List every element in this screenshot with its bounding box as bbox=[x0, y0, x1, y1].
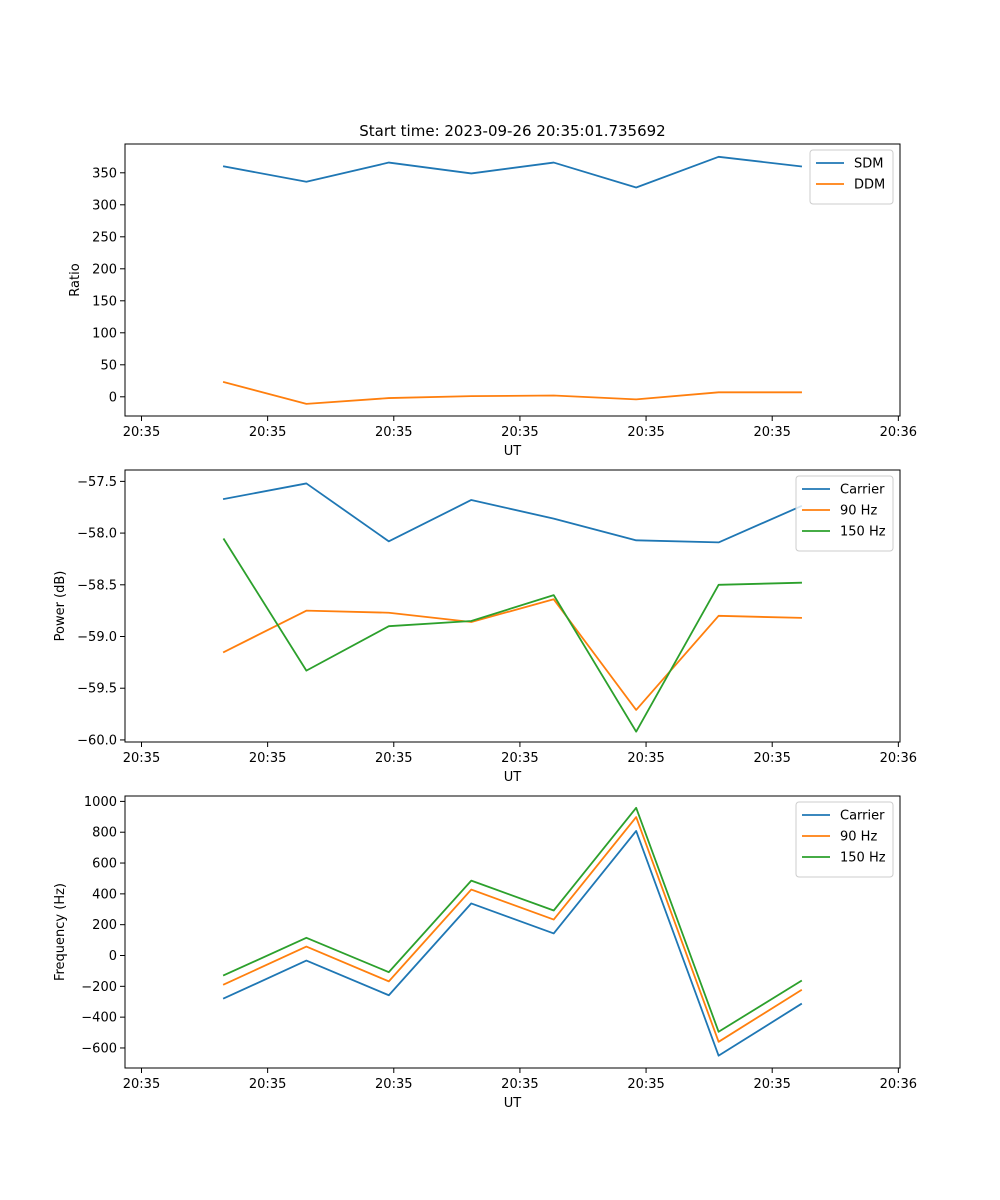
x-tick-label: 20:35 bbox=[123, 1077, 160, 1092]
y-tick-label: 800 bbox=[92, 826, 117, 841]
x-tick-label: 20:35 bbox=[249, 425, 286, 440]
legend-box bbox=[795, 475, 894, 552]
x-axis-label: UT bbox=[504, 444, 522, 459]
legend-label-150-hz: 150 Hz bbox=[840, 525, 886, 540]
series-line-sdm bbox=[222, 155, 803, 189]
legend-label-ddm: DDM bbox=[854, 178, 885, 193]
x-axis-label: UT bbox=[504, 1096, 522, 1111]
x-tick-label: 20:35 bbox=[375, 425, 412, 440]
y-tick-label: −200 bbox=[81, 980, 117, 995]
y-tick-label: −57.5 bbox=[77, 475, 117, 490]
x-tick-label: 20:35 bbox=[501, 751, 538, 766]
y-tick-label: 0 bbox=[109, 949, 117, 964]
y-tick-label: −58.5 bbox=[77, 578, 117, 593]
legend-label-carrier: Carrier bbox=[840, 809, 885, 824]
x-tick-label: 20:35 bbox=[375, 1077, 412, 1092]
x-tick-label: 20:35 bbox=[123, 751, 160, 766]
legend-label-90-hz: 90 Hz bbox=[840, 830, 877, 845]
x-tick-label: 20:35 bbox=[249, 1077, 286, 1092]
series-line-90-hz bbox=[222, 816, 803, 1043]
y-tick-label: 300 bbox=[92, 198, 117, 213]
axes-frame bbox=[124, 469, 901, 743]
y-tick-label: 1000 bbox=[84, 795, 117, 810]
series-line-150-hz bbox=[222, 806, 803, 1033]
y-tick-label: −58.0 bbox=[77, 527, 117, 542]
series-line-150-hz bbox=[222, 538, 802, 733]
y-tick-label: 200 bbox=[92, 918, 117, 933]
x-tick-label: 20:36 bbox=[880, 751, 917, 766]
series-group bbox=[222, 482, 803, 733]
x-tick-label: 20:35 bbox=[753, 751, 790, 766]
x-tick-label: 20:35 bbox=[375, 751, 412, 766]
x-tick-label: 20:35 bbox=[627, 1077, 664, 1092]
series-line-carrier bbox=[222, 830, 803, 1057]
x-tick-label: 20:35 bbox=[501, 425, 538, 440]
series-line-ddm bbox=[222, 380, 802, 405]
y-tick-label: −59.5 bbox=[77, 682, 117, 697]
legend-label-sdm: SDM bbox=[854, 157, 883, 172]
y-tick-label: −400 bbox=[81, 1011, 117, 1026]
y-tick-label: 0 bbox=[109, 390, 117, 405]
x-tick-label: 20:35 bbox=[123, 425, 160, 440]
axes-frame bbox=[124, 795, 901, 1069]
x-tick-label: 20:35 bbox=[501, 1077, 538, 1092]
y-tick-label: 600 bbox=[92, 857, 117, 872]
y-tick-label: 100 bbox=[92, 326, 117, 341]
series-line-carrier bbox=[222, 482, 803, 544]
y-tick-label: 50 bbox=[100, 358, 117, 373]
y-tick-label: 350 bbox=[92, 166, 117, 181]
y-tick-label: 200 bbox=[92, 262, 117, 277]
x-tick-label: 20:35 bbox=[249, 751, 286, 766]
x-tick-label: 20:35 bbox=[627, 425, 664, 440]
legend-label-carrier: Carrier bbox=[840, 483, 885, 498]
legend: Carrier 90 Hz 150 Hz bbox=[795, 801, 894, 878]
chart-title: Start time: 2023-09-26 20:35:01.735692 bbox=[359, 122, 665, 140]
y-tick-label: −59.0 bbox=[77, 630, 117, 645]
y-axis-label: Ratio bbox=[68, 263, 83, 296]
axes-frame bbox=[124, 143, 901, 417]
x-tick-label: 20:36 bbox=[880, 425, 917, 440]
x-tick-label: 20:35 bbox=[753, 425, 790, 440]
x-tick-label: 20:35 bbox=[753, 1077, 790, 1092]
x-tick-label: 20:36 bbox=[880, 1077, 917, 1092]
chart-panel-3: 20:35 20:35 20:35 20:35 20:35 20:35 20:36 −600 −… bbox=[53, 795, 917, 1111]
legend-box bbox=[795, 801, 894, 878]
chart-panel-2: 20:35 20:35 20:35 20:35 20:35 20:35 20:36 −60.0… bbox=[53, 469, 917, 785]
chart-panel-1: Start time: 2023-09-26 20:35:01.735692 20… bbox=[68, 122, 917, 459]
x-tick-label: 20:35 bbox=[627, 751, 664, 766]
series-line-90-hz bbox=[222, 598, 802, 711]
y-tick-label: −60.0 bbox=[77, 733, 117, 748]
y-tick-label: 150 bbox=[92, 294, 117, 309]
legend: Carrier 90 Hz 150 Hz bbox=[795, 475, 894, 552]
legend-label-150-hz: 150 Hz bbox=[840, 851, 886, 866]
y-tick-label: −600 bbox=[81, 1041, 117, 1056]
y-tick-label: 250 bbox=[92, 230, 117, 245]
y-axis-label: Power (dB) bbox=[53, 571, 68, 642]
x-axis-label: UT bbox=[504, 770, 522, 785]
legend-label-90-hz: 90 Hz bbox=[840, 504, 877, 519]
series-group bbox=[222, 806, 803, 1057]
series-group bbox=[222, 155, 803, 405]
y-tick-label: 400 bbox=[92, 887, 117, 902]
y-axis-label: Frequency (Hz) bbox=[53, 883, 68, 981]
legend: SDM DDM bbox=[809, 149, 894, 205]
